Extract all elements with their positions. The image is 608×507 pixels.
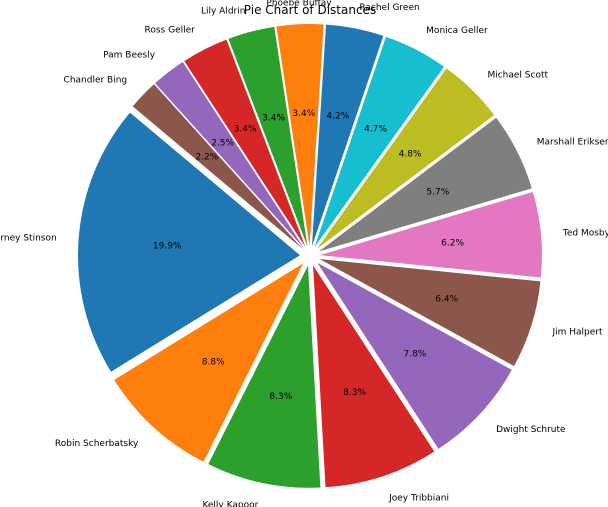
- pie-slice-phoebe-buffay: [276, 24, 324, 247]
- slice-name-label: Monica Geller: [426, 26, 488, 36]
- pie-slice-lily-aldrin: [228, 26, 308, 247]
- slice-name-label: Rachel Green: [359, 3, 419, 13]
- pct-label: 2.2%: [195, 153, 218, 163]
- pct-label: 3.4%: [292, 109, 315, 119]
- pct-label: 8.3%: [343, 388, 366, 398]
- pct-label: 3.4%: [234, 124, 257, 134]
- pct-label: 6.2%: [441, 239, 464, 249]
- slice-name-label: Lily Aldrin: [201, 6, 245, 16]
- pie-slice-jim-halpert: [319, 258, 541, 367]
- pct-label: 7.8%: [403, 349, 426, 359]
- pct-label: 6.4%: [435, 295, 458, 305]
- slice-name-label: Pam Beesly: [103, 51, 156, 61]
- pct-label: 3.4%: [262, 113, 285, 123]
- pie-slice-marshall-eriksen: [318, 117, 532, 252]
- slice-name-label: Jim Halpert: [551, 328, 603, 338]
- pct-label: 4.2%: [326, 112, 349, 122]
- slice-name-label: Kelly Kapoor: [202, 501, 258, 507]
- pie-slice-michael-scott: [316, 68, 495, 249]
- pct-label: 8.3%: [269, 392, 292, 402]
- pie-slice-chandler-bing: [132, 84, 303, 250]
- pie-slice-barney-stinson: [78, 112, 301, 372]
- pct-label: 2.5%: [211, 139, 234, 149]
- slice-name-label: Ross Geller: [145, 26, 196, 36]
- slice-name-label: Robin Scherbatsky: [55, 439, 139, 449]
- pie-slice-ross-geller: [184, 39, 306, 248]
- slice-name-label: Phoebe Buffay: [266, 0, 332, 8]
- chart-title: Pie Chart of Distances: [244, 3, 376, 17]
- slice-name-label: Chandler Bing: [64, 76, 128, 86]
- slice-name-label: Michael Scott: [487, 70, 548, 80]
- pie-slice-kelly-kapoor: [208, 265, 321, 488]
- pie-slice-robin-scherbatsky: [114, 263, 304, 462]
- slice-name-label: Joey Tribbiani: [388, 493, 449, 503]
- pct-label: 5.7%: [426, 187, 449, 197]
- slice-name-label: Marshall Eriksen: [537, 138, 608, 148]
- pct-label: 8.8%: [202, 358, 225, 368]
- pie-slice-pam-beesly: [155, 62, 304, 249]
- slice-name-label: Barney Stinson: [0, 233, 57, 243]
- pie-slices: [78, 24, 542, 488]
- pct-label: 4.8%: [399, 150, 422, 160]
- pie-slice-joey-tribbiani: [313, 265, 435, 488]
- pie-slice-monica-geller: [314, 36, 445, 248]
- slice-name-label: Dwight Schrute: [496, 425, 566, 435]
- pie-slice-dwight-schrute: [317, 262, 512, 449]
- pie-slice-ted-mosby: [319, 191, 542, 278]
- pie-slice-rachel-green: [311, 24, 384, 247]
- pct-label: 19.9%: [153, 242, 182, 252]
- slice-name-label: Ted Mosby: [562, 228, 608, 238]
- pct-label: 4.7%: [364, 125, 387, 135]
